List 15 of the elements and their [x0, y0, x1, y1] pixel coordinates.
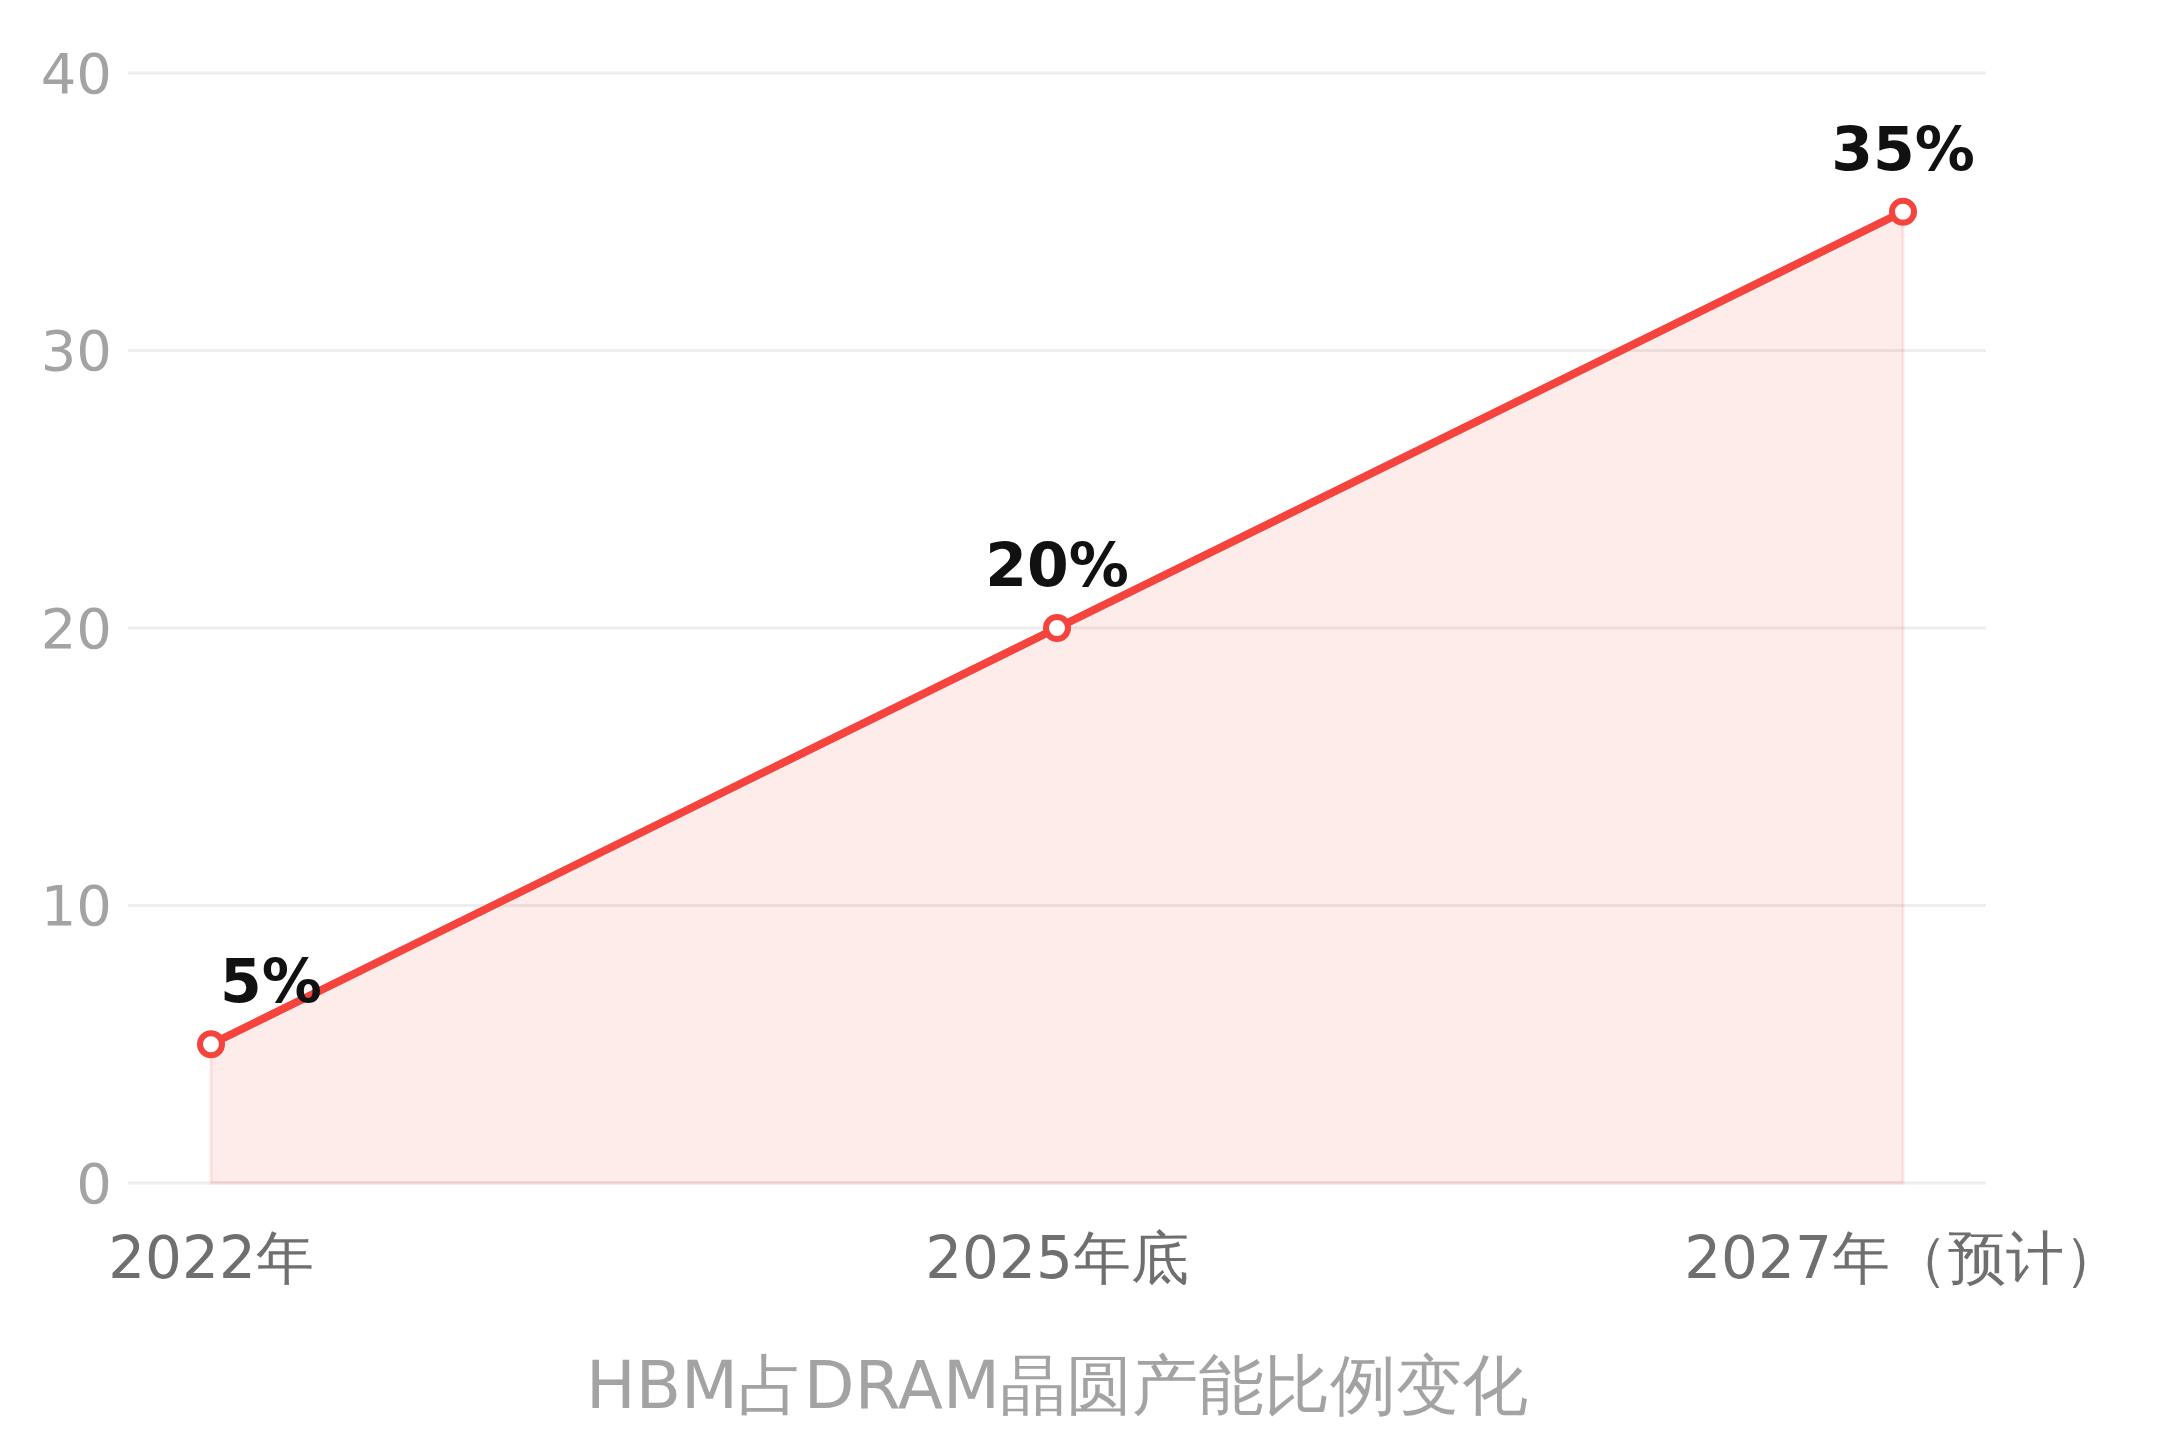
y-tick-label: 0 [76, 1150, 112, 1216]
x-tick-label: 2027年（预计） [1684, 1224, 2122, 1292]
y-tick-label: 40 [40, 40, 112, 106]
data-label: 35% [1831, 113, 1975, 184]
y-tick-label: 30 [40, 318, 112, 384]
x-tick-label: 2022年 [108, 1224, 314, 1292]
point [1889, 197, 1917, 226]
y-tick-label: 20 [40, 595, 112, 661]
x-tick-label: 2025年底 [925, 1224, 1189, 1292]
point [1043, 614, 1071, 642]
data-label: 20% [985, 530, 1129, 600]
x-axis-title: HBM占DRAM晶圆产能比例变化 [586, 1347, 1528, 1424]
y-tick-label: 10 [40, 873, 112, 939]
data-label: 5% [220, 946, 322, 1017]
point [197, 1030, 225, 1059]
